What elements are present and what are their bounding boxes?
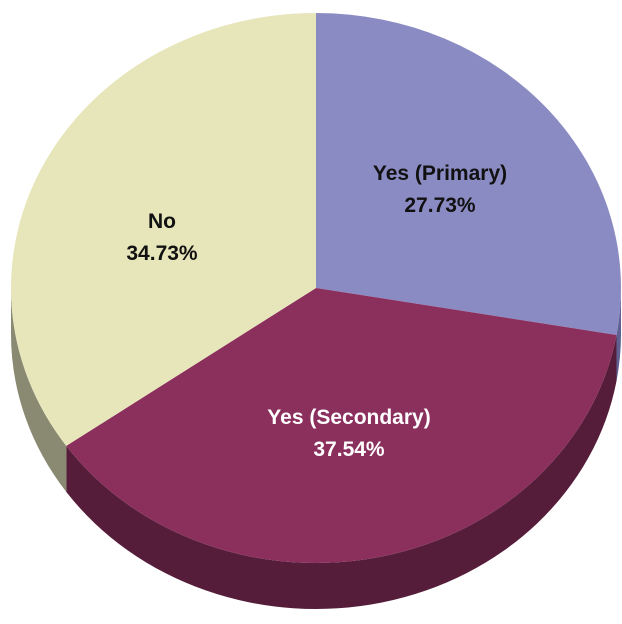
pie-3d-sides (11, 288, 621, 609)
pie-slice-yes-secondary (66, 288, 617, 563)
slice-label-no: No (148, 210, 176, 233)
slice-label-yes-primary: Yes (Primary) (373, 162, 507, 185)
pie-slices (10, 13, 621, 563)
slice-side-yes-primary (616, 288, 621, 381)
slice-value-no: 34.73% (126, 242, 198, 265)
pie-labels: Yes (Primary) 27.73% Yes (Secondary) 37.… (126, 162, 507, 461)
slice-side-yes-secondary (66, 334, 617, 609)
slice-side-no (11, 288, 67, 492)
slice-label-yes-secondary: Yes (Secondary) (267, 406, 430, 429)
pie-slice-no (10, 13, 316, 446)
pie-slice-yes-primary (316, 13, 621, 335)
slice-value-yes-secondary: 37.54% (313, 438, 385, 461)
slice-value-yes-primary: 27.73% (404, 194, 476, 217)
